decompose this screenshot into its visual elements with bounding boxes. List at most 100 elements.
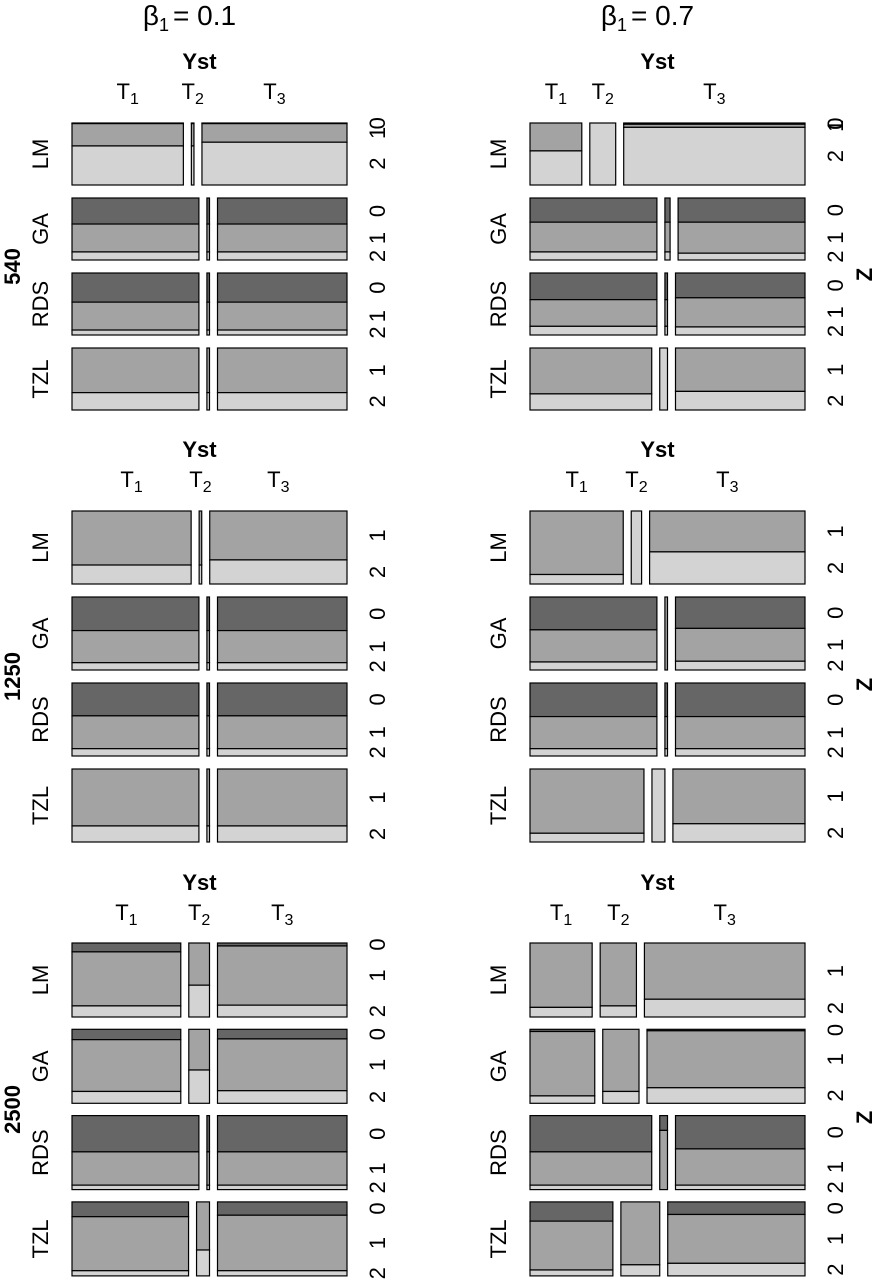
mosaic-tile bbox=[529, 942, 593, 1008]
mosaic-tile bbox=[71, 197, 200, 225]
mosaic-tile bbox=[648, 510, 806, 553]
z-level-label: 2 bbox=[823, 746, 848, 758]
t-sub: 2 bbox=[621, 912, 630, 929]
mosaic-tile bbox=[664, 221, 671, 253]
z-level-label: 2 bbox=[365, 326, 390, 338]
y-title: Yst bbox=[640, 49, 675, 74]
mosaic-tile bbox=[71, 1005, 182, 1018]
mosaic-tile bbox=[216, 392, 348, 411]
mosaic-tile bbox=[529, 1151, 653, 1186]
t-base: T bbox=[592, 79, 605, 104]
t-sub: 3 bbox=[277, 91, 286, 108]
mosaic-tile bbox=[529, 150, 583, 186]
z-level-label: 0 bbox=[823, 279, 848, 291]
mosaic-tile bbox=[648, 551, 806, 585]
z-level-label: 1 bbox=[365, 127, 390, 139]
z-level-label: 2 bbox=[823, 659, 848, 671]
t-base: T bbox=[714, 900, 727, 925]
z-level-label: 1 bbox=[365, 1162, 390, 1174]
mosaic-tile bbox=[206, 748, 211, 757]
mosaic-tile bbox=[206, 629, 211, 664]
mosaic-tile bbox=[206, 329, 211, 336]
mosaic-tile bbox=[667, 1262, 806, 1277]
y-title: Yst bbox=[640, 870, 675, 895]
column-title: β1 = 0.1 bbox=[143, 0, 236, 34]
mosaic-tile bbox=[672, 823, 806, 843]
mosaic-tile bbox=[71, 251, 200, 261]
mosaic-tile bbox=[206, 1114, 211, 1153]
mosaic-tile bbox=[529, 325, 658, 336]
z-level-label: 2 bbox=[823, 395, 848, 407]
mosaic-tile bbox=[195, 1249, 211, 1277]
z-level-label: 0 bbox=[823, 1126, 848, 1138]
mosaic-tile bbox=[216, 347, 348, 394]
mosaic-tile bbox=[206, 825, 211, 843]
mosaic-tile bbox=[216, 197, 348, 225]
mosaic-tile bbox=[195, 1201, 211, 1251]
mosaic-tile bbox=[71, 768, 200, 827]
t-sub: 1 bbox=[558, 91, 567, 108]
z-level-label: 2 bbox=[365, 828, 390, 840]
mosaic-tile bbox=[71, 1270, 190, 1277]
mosaic-tile bbox=[529, 221, 658, 253]
method-label: LM bbox=[28, 139, 53, 170]
t-label: T2 bbox=[625, 467, 647, 496]
mosaic-tile bbox=[206, 1151, 211, 1186]
mosaic-tile bbox=[529, 1030, 596, 1097]
z-level-label: 2 bbox=[823, 1002, 848, 1014]
mosaic-tile bbox=[674, 390, 806, 411]
t-label: T3 bbox=[716, 467, 738, 496]
mosaic-tile bbox=[71, 1090, 182, 1104]
mosaic-tile bbox=[206, 768, 211, 827]
mosaic-tile bbox=[216, 748, 348, 757]
mosaic-tile bbox=[198, 510, 203, 566]
z-level-label: 1 bbox=[823, 306, 848, 318]
mosaic-tile bbox=[529, 299, 658, 327]
t-sub: 2 bbox=[203, 479, 212, 496]
mosaic-tile bbox=[201, 141, 348, 186]
column-title: β1 = 0.7 bbox=[601, 0, 694, 34]
mosaic-tile bbox=[664, 299, 669, 327]
mosaic-tile bbox=[206, 251, 211, 261]
mosaic-tile bbox=[674, 596, 806, 629]
t-base: T bbox=[716, 467, 729, 492]
t-sub: 1 bbox=[130, 91, 139, 108]
mosaic-tile bbox=[216, 1028, 348, 1040]
mosaic-tile bbox=[529, 510, 624, 576]
mosaic-tile bbox=[529, 251, 658, 261]
z-level-label: 0 bbox=[365, 117, 390, 129]
mosaic-tile bbox=[190, 145, 195, 186]
mosaic-tile bbox=[206, 1184, 211, 1191]
mosaic-tile bbox=[71, 123, 184, 147]
mosaic-tile bbox=[529, 661, 658, 671]
mosaic-tile bbox=[71, 272, 200, 303]
z-level-label: 1 bbox=[823, 364, 848, 376]
t-sub: 1 bbox=[129, 912, 138, 929]
mosaic-tile bbox=[674, 1148, 806, 1186]
mosaic-tile bbox=[209, 559, 348, 585]
z-level-label: 0 bbox=[823, 1024, 848, 1036]
beta-symbol: β bbox=[143, 0, 159, 31]
method-label: TZL bbox=[486, 359, 511, 398]
mosaic-tile bbox=[664, 325, 669, 336]
mosaic-tile bbox=[71, 942, 182, 953]
method-label: GA bbox=[28, 617, 53, 649]
t-label: T2 bbox=[607, 900, 629, 929]
mosaic-tile bbox=[529, 748, 658, 757]
mosaic-tile bbox=[674, 272, 806, 299]
mosaic-tile bbox=[71, 825, 200, 843]
mosaic-tile bbox=[216, 1214, 348, 1272]
mosaic-tile bbox=[206, 272, 211, 303]
mosaic-tile bbox=[529, 832, 645, 843]
z-level-label: 1 bbox=[823, 232, 848, 244]
mosaic-tile bbox=[216, 682, 348, 717]
beta-subscript: 1 bbox=[617, 15, 627, 35]
t-label: T3 bbox=[263, 79, 285, 108]
mosaic-tile bbox=[206, 223, 211, 253]
z-level-label: 2 bbox=[823, 827, 848, 839]
mosaic-tile bbox=[71, 1151, 200, 1186]
mosaic-tile bbox=[216, 1270, 348, 1277]
mosaic-tile bbox=[529, 122, 583, 152]
mosaic-tile bbox=[674, 326, 806, 336]
mosaic-tile bbox=[216, 272, 348, 303]
